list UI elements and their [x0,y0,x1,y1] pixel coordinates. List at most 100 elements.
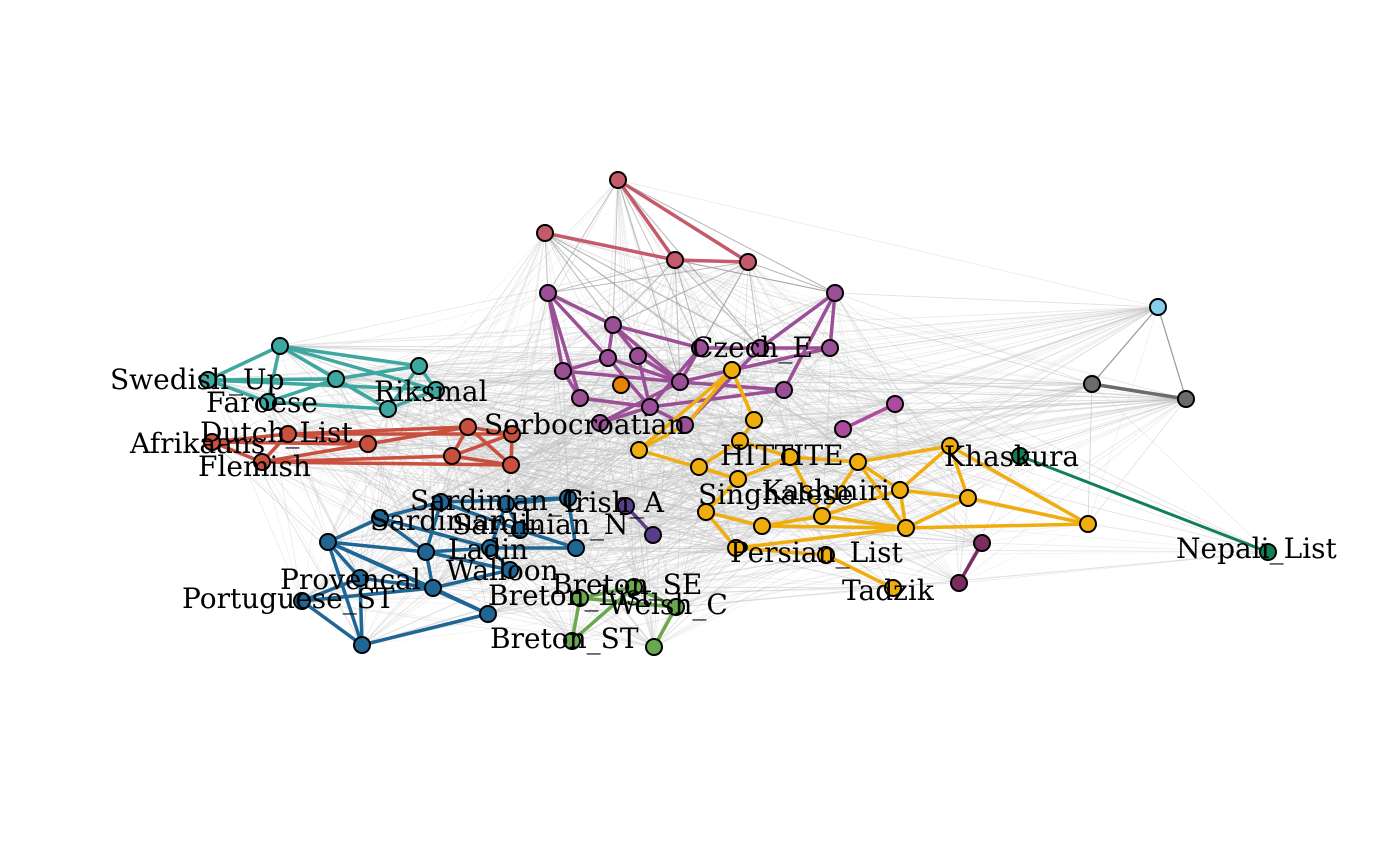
label-sardinian-l: Sardinian_L [370,504,540,537]
background-edge [949,445,960,584]
background-edge [1087,523,1269,553]
background-edge [379,455,453,519]
background-edge [279,345,573,642]
background-edge [440,501,983,544]
community-edge-blue [439,500,522,532]
community-edge-yellow [856,460,908,530]
hub-edge [739,398,1187,442]
label-afrikaans: Afrikaans [129,427,265,460]
background-edge [509,547,737,571]
background-edge [418,365,737,549]
hub-edge [705,383,1093,513]
background-edge [279,345,761,349]
hub-edge [544,232,1187,400]
background-edge [435,389,654,536]
community-edge-yellow [824,553,895,590]
node-red [666,251,684,269]
background-edge [731,369,844,430]
background-edge [435,389,491,549]
background-edge [261,461,427,553]
hub-edge [731,306,1159,371]
community-edge-yellow [734,526,908,550]
hub-edge [511,398,1187,435]
background-edge [359,355,639,579]
community-edge-purple [758,291,837,350]
background-edge [675,424,686,608]
community-edge-redorange [260,460,513,467]
background-edge [899,489,960,584]
background-edge [652,466,700,536]
community-edge-blue [424,550,512,572]
background-edge [510,397,581,466]
background-edge [575,383,1093,549]
node-yellow [753,517,771,535]
node-redorange [502,456,520,474]
hub-edge [684,306,1159,426]
fan-edge [674,259,761,349]
label-czech-e: Czech_E [692,331,813,364]
background-edge [467,426,511,571]
background-edge [435,389,513,435]
background-edge [487,542,983,615]
background-edge [505,456,791,505]
background-edge [759,347,1093,385]
background-edge [287,408,389,435]
background-edge [567,456,791,499]
hub-edge [1087,383,1093,525]
background-edge [379,515,823,519]
background-edge [675,369,733,608]
community-edge-purple [678,380,786,392]
background-edge [519,292,549,531]
background-edge [261,461,823,517]
background-edge [761,525,960,584]
node-yellow [891,481,909,499]
background-edge [652,292,836,536]
background-edge [435,389,627,507]
community-edge-red [673,258,750,264]
background-edge [544,232,844,430]
background-edge [761,525,983,544]
background-edge [789,292,836,458]
background-edge [633,424,686,588]
background-edge [435,389,640,451]
community-edge-yellow [820,514,908,530]
node-green [625,578,643,596]
background-edge [440,501,654,536]
background-edge [834,292,1159,308]
background-edge [425,551,573,642]
background-edge [607,357,741,442]
background-edge [510,464,569,499]
community-edge-yellow [948,444,970,500]
background-edge [509,569,655,648]
background-edge [829,347,844,430]
background-edge [579,511,707,599]
node-teal [259,393,277,411]
label-irish-a: Irish_A [564,486,665,519]
background-edge [267,401,369,445]
background-edge [487,449,640,615]
background-edge [519,422,601,531]
background-edge [425,261,749,553]
background-edge [789,456,960,584]
background-edge [418,357,609,367]
node-purple [775,381,793,399]
community-edge-yellow [904,522,1090,530]
node-orange [612,376,630,394]
background-edge [783,389,960,584]
background-edge [511,403,896,435]
node-yellow [630,441,648,459]
background-edge [510,464,823,517]
background-edge [599,422,739,480]
background-edge [571,534,654,642]
community-edge-yellow [966,496,1090,526]
background-edge [487,422,601,615]
background-edge [489,389,785,549]
background-edge [467,259,676,428]
background-edge [432,455,453,589]
hub-edge [567,398,1187,499]
hub-edge [649,398,1187,408]
hub-edge [649,306,1159,408]
background-edge [211,441,859,463]
background-edge [633,586,894,589]
